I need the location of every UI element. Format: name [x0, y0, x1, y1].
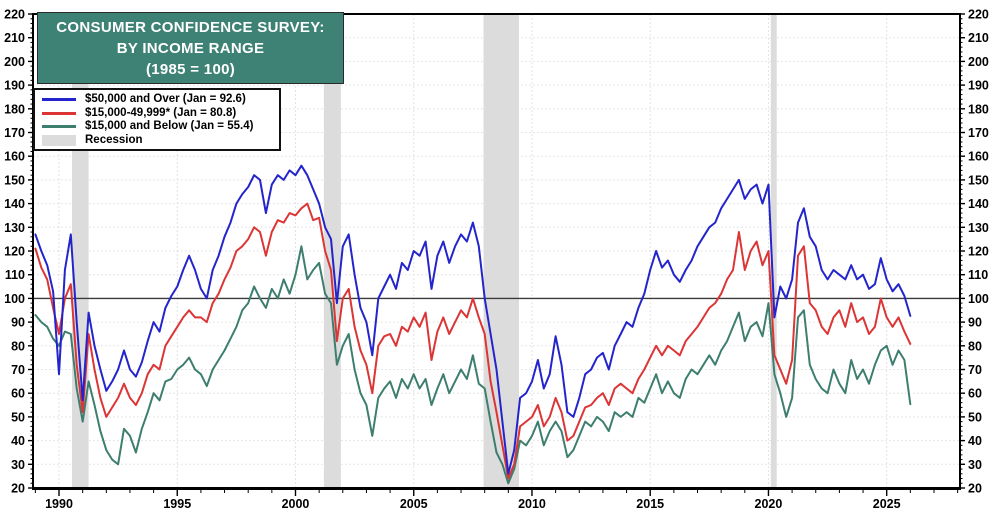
y-axis-label-left: 150: [4, 173, 25, 187]
x-axis-label: 2020: [755, 497, 783, 511]
y-axis-label-left: 220: [4, 8, 25, 22]
y-axis-label-right: 50: [968, 410, 982, 424]
y-axis-label-right: 170: [968, 126, 989, 140]
legend-item-15k-49k: $15,000-49,999* (Jan = 80.8): [42, 107, 273, 120]
y-axis-label-right: 40: [968, 434, 982, 448]
y-axis-label-left: 80: [11, 339, 25, 353]
legend-item-over-50k: $50,000 and Over (Jan = 92.6): [42, 93, 273, 106]
legend-item-15k-below: $15,000 and Below (Jan = 55.4): [42, 120, 273, 133]
y-axis-label-right: 100: [968, 292, 989, 306]
y-axis-label-right: 180: [968, 102, 989, 116]
y-axis-label-left: 30: [11, 458, 25, 472]
legend-line-swatch-green: [42, 125, 76, 129]
y-axis-label-right: 210: [968, 31, 989, 45]
legend-line-swatch-blue: [42, 98, 76, 101]
y-axis-label-left: 170: [4, 126, 25, 140]
y-axis-label-left: 140: [4, 197, 25, 211]
y-axis-label-right: 20: [968, 482, 982, 496]
y-axis-label-right: 160: [968, 150, 989, 164]
y-axis-label-left: 70: [11, 363, 25, 377]
y-axis-label-right: 60: [968, 387, 982, 401]
series-line-blue: [34, 164, 912, 475]
y-axis-label-right: 130: [968, 221, 989, 235]
x-axis-label: 2015: [636, 497, 664, 511]
y-axis-label-right: 190: [968, 79, 989, 93]
y-axis-label-right: 120: [968, 245, 989, 259]
y-axis-label-right: 110: [968, 268, 988, 282]
y-axis-label-right: 30: [968, 458, 982, 472]
y-axis-label-left: 100: [4, 292, 25, 306]
legend-label: Recession: [85, 133, 143, 146]
y-axis-label-left: 180: [4, 102, 25, 116]
y-axis-label-right: 200: [968, 55, 989, 69]
y-axis-label-left: 120: [4, 245, 25, 259]
y-axis-label-right: 140: [968, 197, 989, 211]
y-axis-label-right: 220: [968, 8, 989, 22]
x-axis-label: 1995: [163, 497, 191, 511]
y-axis-label-left: 90: [11, 316, 25, 330]
x-axis-label: 2010: [518, 497, 546, 511]
y-axis-label-left: 130: [4, 221, 25, 235]
y-axis-label-right: 90: [968, 316, 982, 330]
y-axis-label-left: 210: [4, 31, 25, 45]
y-axis-label-left: 200: [4, 55, 25, 69]
chart-title-line-1: CONSUMER CONFIDENCE SURVEY:: [56, 18, 325, 36]
legend-line-swatch-red: [42, 111, 76, 115]
y-axis-label-left: 20: [11, 482, 25, 496]
legend-label: $15,000 and Below (Jan = 55.4): [85, 120, 254, 133]
y-axis-label-right: 150: [968, 173, 989, 187]
y-axis-label-left: 190: [4, 79, 25, 93]
x-axis-label: 2005: [400, 497, 428, 511]
x-axis-label: 2000: [282, 497, 310, 511]
y-axis-label-right: 80: [968, 339, 982, 353]
y-axis-label-left: 50: [11, 410, 25, 424]
legend-label: $15,000-49,999* (Jan = 80.8): [85, 106, 237, 119]
chart-title-line-3: (1985 = 100): [145, 60, 236, 78]
chart-title-line-2: BY INCOME RANGE: [116, 39, 265, 57]
y-axis-label-left: 110: [5, 268, 25, 282]
legend-item-recession: Recession: [42, 134, 273, 147]
y-axis-label-right: 70: [968, 363, 982, 377]
legend-label: $50,000 and Over (Jan = 92.6): [85, 93, 246, 105]
series-line-green: [34, 245, 912, 485]
y-axis-label-left: 40: [11, 434, 25, 448]
chart-title-box: CONSUMER CONFIDENCE SURVEY: BY INCOME RA…: [37, 12, 344, 84]
x-axis-label: 1990: [45, 497, 73, 511]
legend-band-swatch-recession: [42, 134, 76, 146]
y-axis-label-left: 60: [11, 387, 25, 401]
series-line-red: [34, 202, 912, 480]
chart-legend: $50,000 and Over (Jan = 92.6) $15,000-49…: [33, 88, 281, 151]
y-axis-label-left: 160: [4, 150, 25, 164]
x-axis-label: 2025: [873, 497, 901, 511]
